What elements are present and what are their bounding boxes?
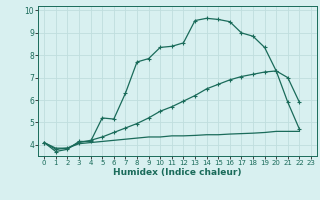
X-axis label: Humidex (Indice chaleur): Humidex (Indice chaleur) bbox=[113, 168, 242, 177]
